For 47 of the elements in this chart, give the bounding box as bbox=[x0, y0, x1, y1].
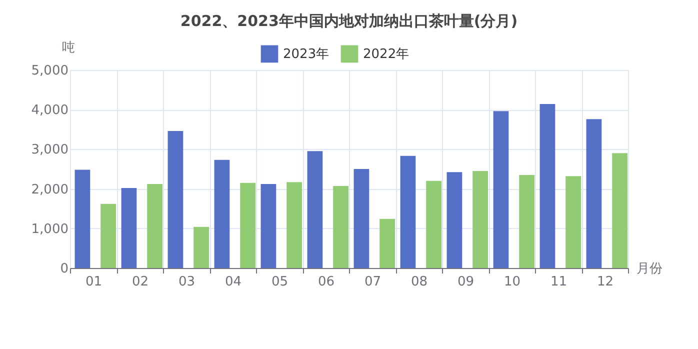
bar bbox=[493, 111, 509, 268]
bar bbox=[147, 184, 162, 268]
x-tick-label: 08 bbox=[410, 274, 428, 290]
chart-title: 2022、2023年中国内地对加纳出口茶叶量(分月) bbox=[180, 12, 518, 30]
y-tick-label: 2,000 bbox=[31, 182, 68, 198]
bar bbox=[446, 172, 462, 268]
y-tick-label: 0 bbox=[60, 262, 68, 276]
x-tick-label: 07 bbox=[364, 274, 382, 290]
bar bbox=[100, 204, 116, 268]
y-tick-label: 1,000 bbox=[31, 222, 68, 237]
bar bbox=[286, 182, 302, 268]
x-tick-label: 04 bbox=[224, 274, 242, 290]
bar bbox=[354, 169, 370, 268]
x-tick-label: 01 bbox=[85, 274, 102, 290]
legend-label: 2022年 bbox=[363, 46, 410, 62]
x-tick-label: 09 bbox=[457, 274, 474, 290]
x-tick-label: 11 bbox=[550, 274, 568, 290]
bar bbox=[540, 104, 556, 268]
bar bbox=[260, 184, 276, 268]
bar bbox=[426, 180, 442, 268]
bar bbox=[472, 170, 488, 268]
bar bbox=[333, 186, 348, 268]
bar bbox=[519, 174, 534, 268]
x-tick-label: 10 bbox=[504, 274, 521, 290]
bar bbox=[586, 119, 602, 268]
bar bbox=[74, 170, 90, 268]
bar bbox=[240, 182, 256, 268]
bar bbox=[566, 176, 581, 268]
x-tick-label: 05 bbox=[271, 274, 288, 290]
x-tick-label: 06 bbox=[318, 274, 335, 290]
x-axis-title: 月份 bbox=[636, 262, 662, 276]
bar bbox=[168, 130, 184, 268]
bar bbox=[307, 151, 323, 268]
bar bbox=[380, 218, 395, 268]
y-tick-label: 5,000 bbox=[31, 64, 68, 78]
y-tick-label: 3,000 bbox=[31, 142, 68, 158]
legend-label: 2023年 bbox=[283, 46, 330, 62]
x-tick-label: 03 bbox=[178, 274, 196, 290]
y-tick-label: 4,000 bbox=[31, 103, 68, 118]
y-axis-title: 吨 bbox=[62, 40, 75, 56]
bar bbox=[194, 226, 209, 268]
bar bbox=[612, 153, 628, 268]
bar bbox=[400, 156, 416, 268]
bar bbox=[121, 188, 137, 268]
x-tick-label: 02 bbox=[132, 274, 149, 290]
x-tick-label: 12 bbox=[596, 274, 614, 290]
bar bbox=[214, 160, 230, 268]
